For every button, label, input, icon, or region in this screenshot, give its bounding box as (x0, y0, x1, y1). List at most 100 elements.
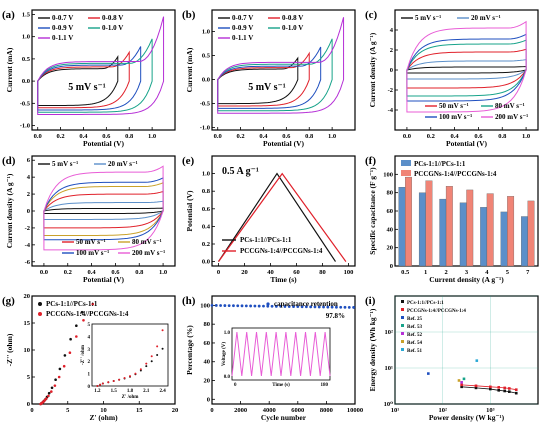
cv-rate-curve-d-5 (43, 165, 164, 251)
legend-entry-f-1: PCCGNs-1:4//PCCGNs-1:4 (414, 170, 497, 178)
y-tick-label-b: -0.5 (200, 101, 211, 108)
nyquist-point-0 (58, 367, 62, 371)
y-tick-label-f: 40 (387, 226, 394, 233)
legend-entry-g-0: PCs-1:1//PCs-1:1 (46, 300, 98, 308)
x-tick-label-c: 0.6 (474, 133, 483, 140)
retention-point (227, 304, 231, 308)
x-tick-label-f: 3 (465, 269, 469, 276)
retention-point (326, 305, 330, 309)
inset-point-g-1 (123, 376, 126, 379)
bar-0-3 (459, 202, 467, 267)
inset-point-g-1 (139, 368, 142, 371)
nyquist-point-0 (69, 337, 72, 341)
retention-point (317, 305, 321, 309)
cv-rate-curve-c-1 (406, 59, 527, 80)
y-axis-label-f: Specific capacitance (F g⁻¹) (368, 167, 377, 255)
legend-entry-a-0: 0-0.7 V (52, 14, 73, 22)
x-tick-label-g: 5 (66, 407, 70, 414)
inset-point-g-1 (118, 378, 121, 381)
y-tick-label-a: 1.0 (22, 34, 30, 41)
legend-entry-d-0: 5 mV s⁻¹ (52, 160, 78, 168)
retention-point (236, 304, 240, 308)
nyquist-point-1 (47, 394, 50, 398)
y-tick-label-e: 0.8 (202, 188, 211, 195)
retention-point (309, 305, 313, 309)
inset-x-tick-g: 2.1 (143, 389, 150, 394)
gcd-curve-1 (218, 172, 347, 262)
inset-point-g-1 (107, 381, 110, 384)
x-tick-label-a: 0.6 (102, 133, 111, 140)
retention-point (322, 305, 325, 309)
retention-point (339, 305, 343, 309)
plot-frame-h (211, 295, 356, 405)
retention-point (249, 304, 253, 308)
x-tick-label-a: 0.4 (79, 133, 88, 140)
gcd-curve-0 (218, 172, 336, 262)
inset-y-tick-g: 5 (88, 323, 91, 328)
annotation-b: 5 mV s⁻¹ (248, 82, 286, 93)
inset-point-g-0 (150, 360, 153, 363)
inset-x-tick-h: 0 (234, 383, 237, 388)
ragone-point-0 (514, 391, 518, 395)
legend-swatch-i-1 (401, 308, 404, 311)
panel-label-i: (i) (365, 295, 376, 307)
bar-0-5 (500, 211, 508, 267)
cv-curve-a-3 (37, 38, 153, 113)
nyquist-point-0 (80, 310, 84, 314)
inset-y-tick-g: 2 (88, 360, 91, 365)
x-axis-label-h: Cycle number (261, 413, 307, 422)
x-tick-label-h: 8000 (320, 407, 333, 414)
x-axis-label-c: Potential (V) (446, 139, 488, 148)
legend-entry-c-3: 80 mV s⁻¹ (495, 102, 525, 110)
inset-point-g-1 (112, 380, 115, 383)
bar-1-5 (507, 196, 515, 267)
x-tick-label-c: 0.2 (427, 133, 435, 140)
legend-entry-d-2: 50 mV s⁻¹ (76, 238, 106, 246)
x-tick-label-d: 0.2 (64, 269, 72, 276)
y-tick-label-c: -2 (388, 87, 393, 94)
inset-y-tick-h: 1.0 (224, 331, 231, 336)
bar-1-0 (405, 176, 412, 267)
legend-entry-i-3: Ref. 53 (407, 325, 422, 330)
plot-frame-b (211, 9, 356, 131)
inset-point-g-1 (145, 362, 148, 365)
nyquist-point-1 (91, 302, 95, 306)
x-tick-label-d: 0.6 (111, 269, 120, 276)
y-tick-label-c: 0 (390, 67, 393, 74)
legend-entry-i-4: Ref. 52 (407, 333, 422, 338)
nyquist-point-0 (54, 378, 57, 382)
retention-point (274, 304, 278, 308)
inset-gcd-h (231, 331, 331, 377)
y-tick-label-f: 20 (387, 245, 394, 252)
legend-entry-i-2: Ref. 25 (407, 317, 422, 322)
legend-swatch-i-6 (401, 348, 404, 351)
y-tick-label-c: 4 (390, 27, 394, 34)
y-tick-label-f: 60 (387, 208, 394, 215)
retention-point (270, 304, 274, 308)
y-tick-label-h: 20 (204, 378, 211, 385)
panel-label-c: (c) (365, 9, 378, 21)
inset-point-g-1 (101, 382, 104, 385)
retention-point (292, 305, 295, 308)
legend-entry-h: capacitance retention (274, 300, 338, 308)
nyquist-point-1 (53, 384, 57, 387)
x-tick-label-h: 10000 (347, 407, 363, 414)
retention-point (330, 305, 334, 309)
legend-entry-c-4: 100 mV s⁻¹ (439, 113, 472, 121)
y-tick-label-f: 100 (383, 171, 393, 178)
x-tick-label-h: 0 (210, 407, 213, 414)
cv-rate-curve-d-2 (43, 190, 164, 229)
y-tick-label-d: -4 (25, 242, 31, 249)
panel-label-g: (g) (2, 295, 15, 307)
cv-rate-curve-d-1 (43, 200, 164, 220)
cv-curve-a-4 (37, 16, 165, 115)
inset-point-g-1 (156, 345, 159, 348)
inset-y-tick-g: 1 (88, 373, 91, 378)
inset-frame-g (91, 323, 169, 387)
ragone-point-0 (508, 390, 511, 393)
retention-point (210, 303, 214, 307)
x-tick-label-b: 1.0 (328, 133, 336, 140)
y-tick-label-e: 1.0 (202, 171, 210, 178)
legend-entry-i-5: Ref. 54 (407, 341, 422, 346)
legend-entry-c-1: 20 mV s⁻¹ (471, 14, 501, 22)
